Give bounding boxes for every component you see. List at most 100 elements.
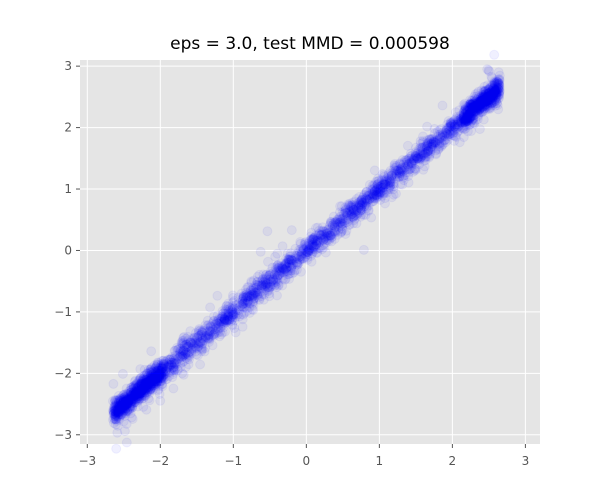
scatter-point	[304, 240, 315, 251]
scatter-point	[127, 392, 137, 403]
scatter-point	[339, 208, 350, 219]
scatter-point	[344, 198, 355, 209]
scatter-point	[460, 116, 471, 127]
scatter-point	[442, 119, 453, 130]
scatter-point	[490, 84, 501, 95]
scatter-point	[203, 333, 214, 344]
scatter-point	[485, 94, 496, 105]
scatter-point	[117, 403, 128, 414]
scatter-point	[443, 116, 454, 126]
scatter-point	[475, 95, 486, 106]
scatter-point	[181, 347, 192, 358]
scatter-point	[358, 244, 369, 255]
scatter-point	[262, 282, 273, 292]
scatter-point	[138, 387, 149, 398]
scatter-point	[267, 262, 278, 273]
scatter-point	[137, 383, 148, 394]
scatter-point	[490, 90, 501, 101]
scatter-point	[482, 100, 493, 111]
scatter-point	[149, 377, 160, 388]
scatter-point	[415, 146, 426, 157]
scatter-point	[222, 315, 233, 326]
scatter-point	[150, 373, 161, 384]
scatter-point	[113, 395, 124, 406]
scatter-point	[450, 122, 460, 133]
scatter-point	[136, 382, 147, 393]
scatter-point	[444, 122, 455, 133]
scatter-point	[491, 86, 502, 97]
scatter-point	[469, 106, 480, 117]
scatter-point	[134, 374, 145, 385]
scatter-point	[395, 170, 405, 181]
scatter-point	[197, 338, 207, 349]
scatter-point	[110, 409, 121, 420]
scatter-point	[263, 270, 274, 281]
scatter-point	[157, 366, 168, 376]
scatter-point	[312, 234, 323, 245]
scatter-point	[410, 159, 421, 169]
scatter-point	[223, 298, 234, 309]
scatter-point	[227, 309, 238, 320]
scatter-point	[135, 373, 146, 384]
scatter-point	[194, 326, 205, 337]
scatter-point	[145, 368, 156, 378]
scatter-point	[486, 88, 497, 99]
scatter-point	[133, 385, 144, 396]
scatter-point	[179, 343, 190, 354]
scatter-point	[395, 158, 406, 169]
scatter-point	[109, 408, 120, 418]
scatter-point	[127, 414, 138, 424]
scatter-point	[136, 379, 147, 390]
scatter-point	[110, 399, 121, 410]
scatter-point	[195, 336, 205, 347]
scatter-point	[464, 104, 475, 115]
scatter-point	[464, 113, 475, 124]
scatter-point	[300, 251, 311, 262]
scatter-point	[115, 402, 126, 413]
scatter-point	[414, 153, 425, 164]
scatter-point	[283, 255, 294, 266]
scatter-point	[488, 83, 499, 94]
scatter-point	[441, 128, 452, 139]
scatter-point	[131, 389, 142, 400]
scatter-point	[485, 92, 495, 103]
scatter-point	[494, 87, 505, 98]
scatter-point	[367, 189, 378, 200]
scatter-point	[126, 391, 137, 402]
scatter-point	[357, 197, 368, 208]
scatter-point	[178, 335, 189, 346]
scatter-point	[264, 284, 274, 295]
scatter-point	[408, 155, 419, 166]
scatter-point	[488, 91, 499, 102]
scatter-point	[318, 234, 329, 245]
scatter-point	[397, 170, 407, 181]
scatter-point	[145, 372, 156, 383]
scatter-point	[404, 158, 414, 169]
scatter-point	[115, 402, 125, 413]
scatter-point	[257, 288, 268, 299]
x-tick-label: −3	[78, 454, 96, 468]
scatter-point	[137, 383, 148, 394]
scatter-point	[144, 388, 155, 398]
scatter-point	[121, 383, 132, 394]
scatter-point	[110, 395, 121, 406]
y-tick-label: 3	[64, 59, 72, 73]
scatter-point	[135, 388, 145, 399]
scatter-point	[356, 205, 366, 216]
scatter-point	[116, 401, 127, 412]
scatter-point	[489, 86, 500, 97]
scatter-point	[469, 103, 479, 114]
scatter-point	[423, 146, 434, 157]
scatter-point	[185, 337, 196, 348]
scatter-point	[471, 97, 482, 108]
scatter-point	[284, 260, 295, 271]
scatter-point	[274, 262, 285, 273]
scatter-point	[471, 104, 482, 114]
scatter-point	[480, 96, 491, 107]
scatter-point	[367, 196, 378, 207]
scatter-point	[449, 115, 460, 126]
scatter-point	[407, 158, 418, 169]
scatter-point	[179, 346, 190, 357]
scatter-point	[130, 389, 141, 400]
scatter-point	[490, 93, 501, 104]
